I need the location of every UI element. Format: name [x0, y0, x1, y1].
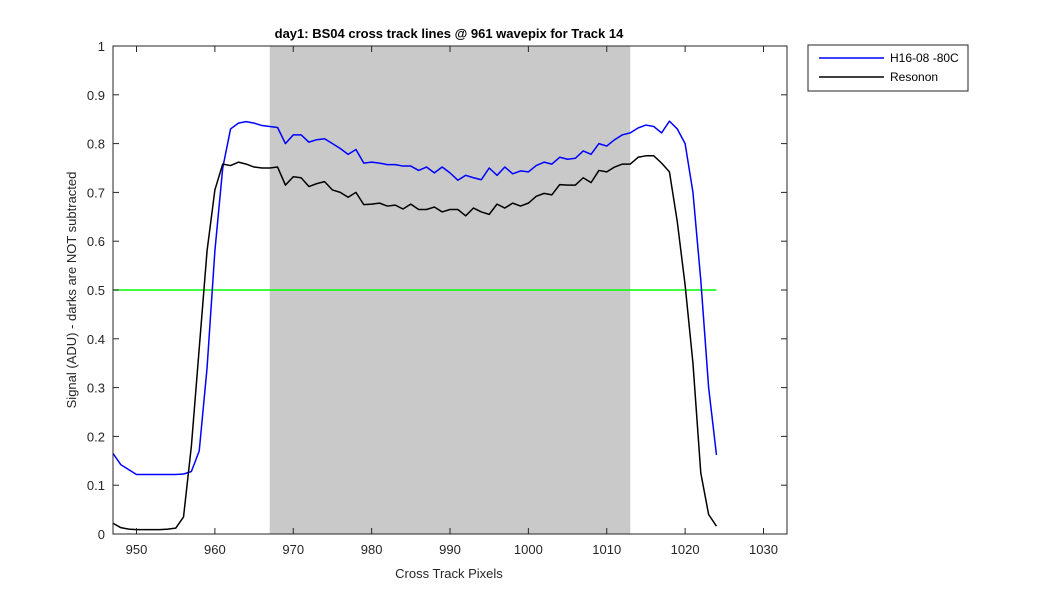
legend: H16-08 -80C Resonon [807, 44, 969, 92]
ticks-group: 950 960 970 980 990 1000 1010 1020 1030 0 0.1 0.2 0.… [87, 39, 787, 557]
y-tick-label-0.2: 0.2 [87, 429, 105, 444]
legend-label-h16-08: H16-08 -80C [890, 51, 959, 65]
y-tick-label-0.6: 0.6 [87, 234, 105, 249]
series-group [112, 120, 718, 531]
x-tick-label-970: 970 [282, 542, 304, 557]
y-tick-label-0.7: 0.7 [87, 185, 105, 200]
x-tick-label-1010: 1010 [592, 542, 621, 557]
y-tick-label-0.5: 0.5 [87, 283, 105, 298]
y-axis-label: Signal (ADU) - darks are NOT subtracted [64, 172, 79, 409]
y-tick-label-0: 0 [98, 527, 105, 542]
x-axis-label: Cross Track Pixels [395, 566, 503, 581]
y-tick-label-0.8: 0.8 [87, 137, 105, 152]
x-tick-label-990: 990 [439, 542, 461, 557]
x-tick-label-1020: 1020 [671, 542, 700, 557]
chart-title: day1: BS04 cross track lines @ 961 wavep… [275, 26, 624, 41]
series-line-h16-08-80c [112, 120, 718, 476]
y-tick-label-0.1: 0.1 [87, 478, 105, 493]
x-tick-label-950: 950 [126, 542, 148, 557]
legend-label-resonon: Resonon [890, 70, 938, 84]
series-line-resonon [112, 155, 718, 531]
x-tick-label-960: 960 [204, 542, 226, 557]
x-tick-label-1000: 1000 [514, 542, 543, 557]
x-tick-label-1030: 1030 [749, 542, 778, 557]
x-tick-label-980: 980 [361, 542, 383, 557]
y-tick-label-0.9: 0.9 [87, 88, 105, 103]
y-tick-label-1: 1 [98, 39, 105, 54]
y-tick-label-0.3: 0.3 [87, 381, 105, 396]
legend-box [807, 44, 969, 92]
y-tick-label-0.4: 0.4 [87, 332, 105, 347]
